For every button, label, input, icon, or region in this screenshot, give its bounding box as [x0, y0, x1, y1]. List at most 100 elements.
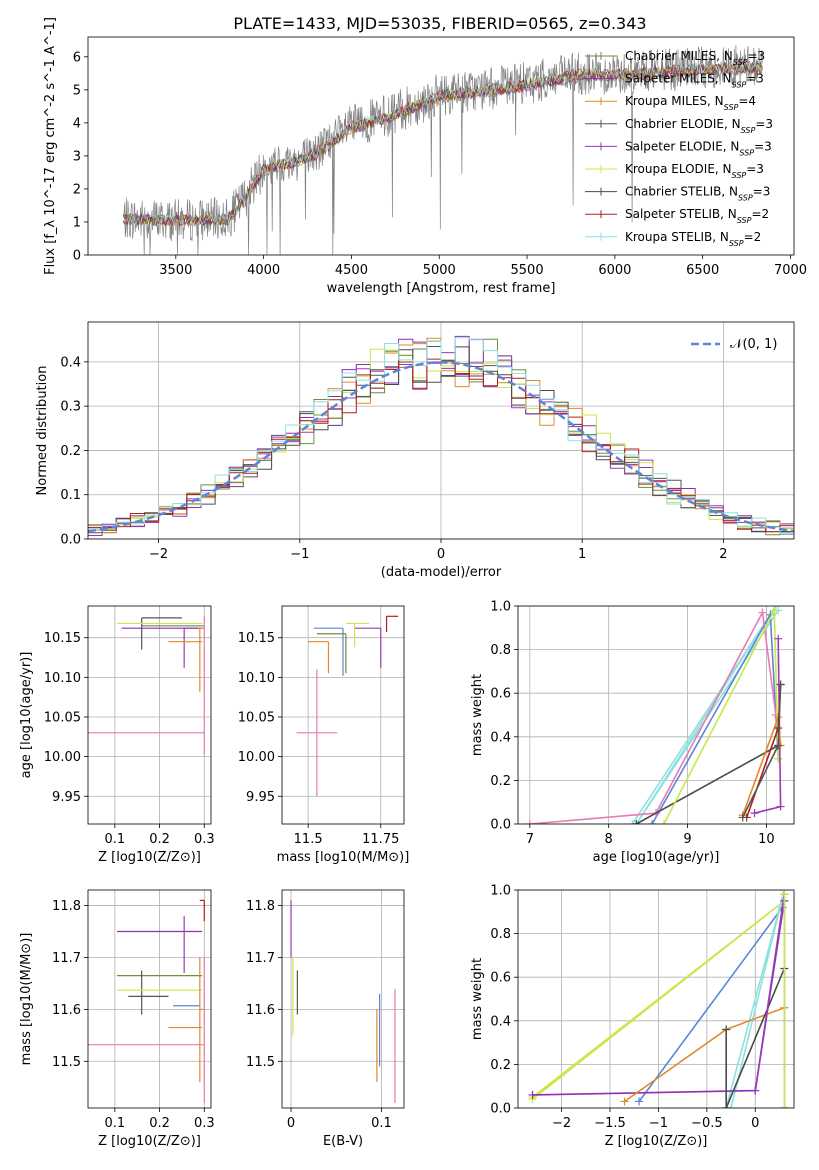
residuals-ytick-label: 0.0: [60, 533, 81, 548]
age_vs_mass-plot: [282, 606, 404, 824]
age_vs_Z-plot: [88, 606, 211, 824]
spectrum-ytick-label: 3: [73, 149, 81, 164]
massweight_vs_age-ytick-label: 0.6: [490, 687, 511, 702]
mass_vs_EBV-xtick-label: 0: [287, 1116, 295, 1131]
massweight_vs_age-ytick-label: 1.0: [490, 600, 511, 615]
legend-label: Chabrier STELIB, NSSP=3: [625, 185, 770, 203]
mass-weight-marker: [780, 890, 789, 899]
massweight_vs_Z-ylabel: mass weight: [470, 958, 485, 1040]
massweight_vs_age-plot: [518, 606, 794, 824]
massweight_vs_Z-ytick-label: 0.2: [490, 1058, 511, 1073]
mass-weight-line: [754, 894, 786, 1108]
mass-weight-marker: [525, 820, 534, 824]
mass_vs_Z-panel: 0.1 0.2 0.3 11.5 11.6 11.7 11.8 Z [log10(Z/Z⊙)]…: [19, 889, 215, 1149]
massweight_vs_age-frame: [517, 605, 795, 825]
spectrum-model-line: [122, 59, 763, 227]
spectrum-ytick-label: 2: [73, 182, 81, 197]
mass-weight-marker: [722, 1025, 731, 1034]
spectrum-xtick-label: 6500: [686, 263, 719, 278]
spectrum-ylabel: Flux [f_λ 10^-17 erg cm^-2 s^-1 A^-1]: [43, 17, 58, 275]
residual-histogram-step: [88, 348, 794, 530]
mass_vs_EBV-plot: [282, 890, 404, 1108]
massweight_vs_age-ytick-label: 0.4: [490, 730, 511, 745]
age_vs_mass-xtick-label: 11.75: [362, 832, 399, 847]
mass_vs_EBV-frame: [281, 889, 405, 1109]
legend-label: Salpeter STELIB, NSSP=2: [625, 207, 769, 225]
massweight_vs_Z-ytick-label: 0.6: [490, 971, 511, 986]
mass_vs_Z-xtick-label: 0.1: [104, 1116, 125, 1131]
mass-weight-marker: [758, 608, 767, 617]
mass-weight-marker: [628, 820, 637, 824]
mass-weight-marker: [727, 1104, 736, 1108]
mass_vs_EBV-ytick-label: 11.6: [246, 1003, 275, 1018]
residuals-frame: [87, 321, 795, 540]
massweight_vs_Z-xtick-label: −1.5: [594, 1116, 626, 1131]
age_vs_Z-xlabel: Z [log10(Z/Z⊙)]: [98, 850, 201, 865]
age_vs_Z-xtick-label: 0.1: [104, 832, 125, 847]
legend-label: Chabrier ELODIE, NSSP=3: [625, 117, 773, 135]
mass_vs_Z-xtick-label: 0.3: [194, 1116, 215, 1131]
spectrum-ytick-label: 1: [73, 215, 81, 230]
mass-weight-marker: [774, 634, 783, 643]
massweight_vs_Z-ytick-label: 0.0: [490, 1102, 511, 1117]
mass_vs_EBV-xlabel: E(B-V): [323, 1134, 363, 1149]
mass-weight-marker: [620, 1097, 629, 1106]
mass_vs_Z-frame: [87, 889, 212, 1109]
mass_vs_Z-plot: [88, 890, 211, 1108]
massweight_vs_Z-panel: −2 −1.5 −1 −0.5 0 0.0 0.2 0.4 0.6 0.8 1.0 Z [log10(…: [470, 884, 795, 1149]
age_vs_Z-frame: [87, 605, 212, 825]
age_vs_mass-ytick-label: 10.00: [238, 750, 275, 765]
residuals-ytick-label: 0.2: [60, 444, 81, 459]
mass-weight-marker: [750, 809, 759, 818]
massweight_vs_Z-xtick-label: 0: [751, 1116, 759, 1131]
spectrum-plot: [122, 44, 763, 255]
massweight_vs_Z-ytick-label: 0.8: [490, 927, 511, 942]
residuals-xtick-label: −1: [290, 547, 309, 562]
massweight_vs_age-xtick-label: 9: [683, 832, 691, 847]
spectrum-xtick-label: 5500: [511, 263, 544, 278]
legend-label: Kroupa MILES, NSSP=4: [625, 94, 756, 112]
age_vs_mass-ytick-label: 10.05: [238, 710, 275, 725]
massweight_vs_Z-ytick-label: 0.4: [490, 1014, 511, 1029]
residuals-ylabel: Normed distribution: [35, 366, 50, 496]
legend-normal-label: 𝒩(0, 1): [730, 337, 777, 352]
normal-curve: [88, 361, 794, 533]
residuals-xlabel: (data-model)/error: [381, 565, 502, 580]
mass-weight-line: [651, 611, 779, 824]
massweight_vs_Z-xtick-label: −0.5: [691, 1116, 723, 1131]
mass-weight-marker: [776, 802, 785, 811]
mass_vs_Z-ylabel: mass [log10(M/M⊙)]: [19, 933, 34, 1066]
age_vs_Z-panel: 0.1 0.2 0.3 9.95 10.00 10.05 10.10 10.15 Z [log1…: [19, 605, 215, 865]
mass_vs_EBV-panel: 0 0.1 11.5 11.6 11.7 11.8 E(B-V): [246, 889, 405, 1149]
massweight_vs_age-panel: 7 8 9 10 0.0 0.2 0.4 0.6 0.8 1.0 age [log10(age/yr…: [470, 600, 795, 865]
mass-weight-line: [741, 716, 782, 816]
age_vs_Z-ytick-label: 10.05: [44, 710, 81, 725]
mass_vs_Z-xlabel: Z [log10(Z/Z⊙)]: [98, 1134, 201, 1149]
residual-histogram-step: [88, 346, 794, 533]
legend-label: Salpeter ELODIE, NSSP=3: [625, 139, 772, 157]
age_vs_Z-ylabel: age [log10(age/yr)]: [19, 652, 34, 779]
mass_vs_EBV-ytick-label: 11.8: [246, 899, 275, 914]
massweight_vs_age-xlabel: age [log10(age/yr)]: [593, 850, 720, 865]
massweight_vs_Z-plot: [518, 890, 794, 1108]
massweight_vs_age-xtick-label: 8: [605, 832, 613, 847]
spectrum-xtick-label: 5000: [423, 263, 456, 278]
figure-title: PLATE=1433, MJD=53035, FIBERID=0565, z=0…: [233, 14, 646, 33]
mass_vs_Z-ytick-label: 11.7: [52, 951, 81, 966]
age_vs_mass-panel: 11.5 11.75 9.95 10.00 10.05 10.10 10.15 mass [l…: [238, 605, 409, 865]
mass-weight-marker: [648, 820, 657, 824]
age_vs_mass-frame: [281, 605, 405, 825]
mass-weight-line: [663, 610, 779, 824]
massweight_vs_Z-ytick-label: 1.0: [490, 884, 511, 899]
spectrum-ytick-label: 0: [73, 249, 81, 264]
massweight_vs_Z-xtick-label: −1: [649, 1116, 668, 1131]
mass-weight-marker: [659, 820, 668, 824]
massweight_vs_age-ytick-label: 0.2: [490, 774, 511, 789]
mass_vs_EBV-xtick-label: 0.1: [371, 1116, 392, 1131]
legend-label: Kroupa STELIB, NSSP=2: [625, 230, 761, 248]
spectrum-model-line: [122, 59, 763, 227]
spectrum-panel: 3500 4000 4500 5000 5500 6000 6500 7000 0 1 2 3 4 5 6 w…: [43, 17, 807, 296]
mass-weight-line: [725, 890, 786, 1108]
mass_vs_Z-xtick-label: 0.2: [149, 1116, 170, 1131]
spectrum-ytick-label: 4: [73, 116, 81, 131]
